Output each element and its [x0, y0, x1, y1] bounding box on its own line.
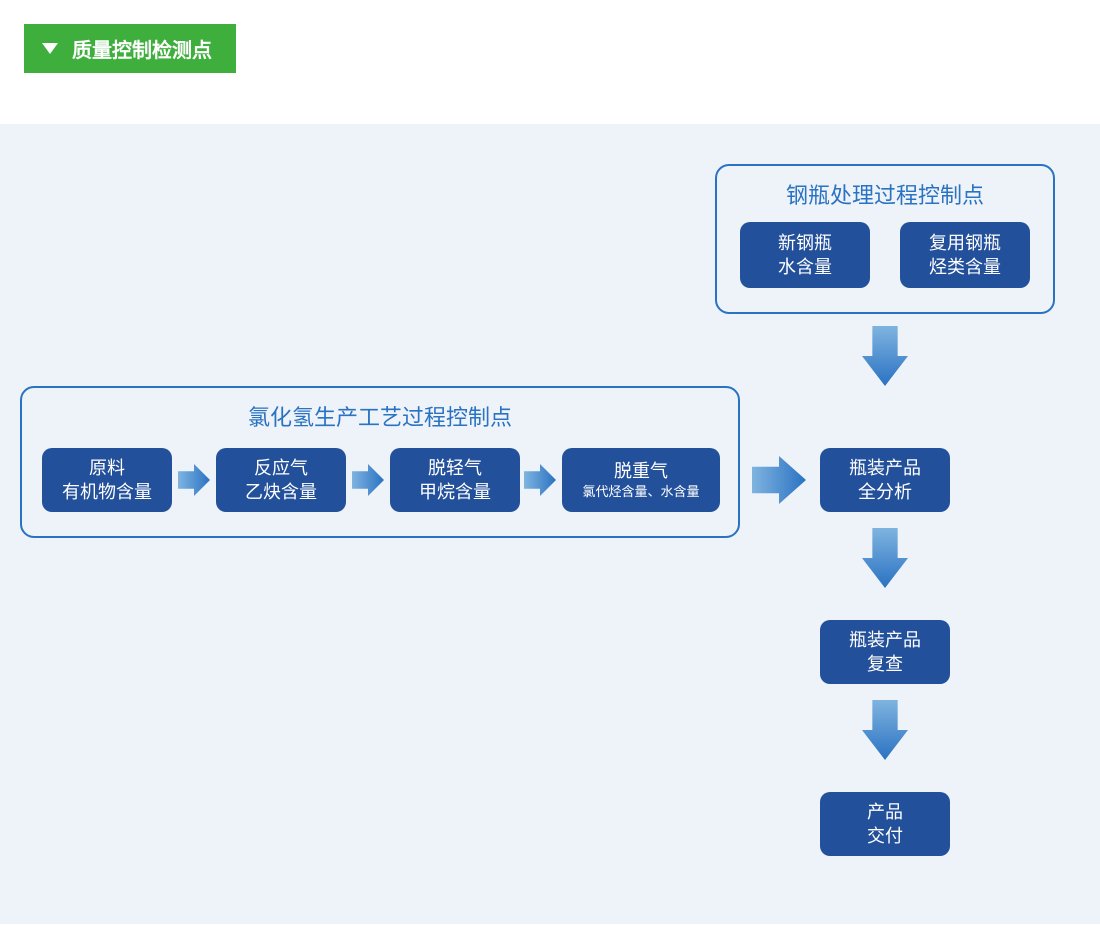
- section-title: 质量控制检测点: [72, 34, 212, 63]
- node-line2: 烃类含量: [929, 255, 1001, 279]
- arrow-av3: [862, 700, 908, 760]
- arrow-av2: [862, 528, 908, 588]
- diagram-canvas: 钢瓶处理过程控制点 氯化氢生产工艺过程控制点 新钢瓶水含量复用钢瓶烃类含量原料有…: [0, 124, 1100, 924]
- section-header-badge: 质量控制检测点: [24, 24, 236, 73]
- node-line1: 复用钢瓶: [929, 231, 1001, 255]
- node-cyl-new: 新钢瓶水含量: [740, 222, 870, 288]
- node-line2: 交付: [867, 824, 903, 848]
- node-recheck: 瓶装产品复查: [820, 620, 950, 684]
- node-line1: 原料: [89, 456, 125, 480]
- node-line1: 瓶装产品: [849, 628, 921, 652]
- arrow-a2: [352, 464, 384, 496]
- arrow-a-big: [752, 456, 806, 504]
- node-light: 脱轻气甲烷含量: [390, 448, 520, 512]
- node-full-analysis: 瓶装产品全分析: [820, 448, 950, 512]
- node-line2: 水含量: [778, 255, 832, 279]
- arrow-a3: [524, 464, 556, 496]
- arrow-av1: [862, 326, 908, 386]
- node-line2: 甲烷含量: [419, 480, 491, 504]
- node-line1: 脱轻气: [428, 456, 482, 480]
- node-raw: 原料有机物含量: [42, 448, 172, 512]
- node-heavy: 脱重气氯代烃含量、水含量: [562, 448, 720, 512]
- node-cyl-reuse: 复用钢瓶烃类含量: [900, 222, 1030, 288]
- node-line2: 有机物含量: [62, 480, 152, 504]
- node-line2: 氯代烃含量、水含量: [582, 483, 699, 501]
- arrow-a1: [178, 464, 210, 496]
- node-react: 反应气乙炔含量: [216, 448, 346, 512]
- group-process-title: 氯化氢生产工艺过程控制点: [22, 400, 738, 432]
- group-cylinder-title: 钢瓶处理过程控制点: [717, 178, 1053, 210]
- node-line1: 新钢瓶: [778, 231, 832, 255]
- node-line1: 反应气: [254, 456, 308, 480]
- node-line2: 乙炔含量: [245, 480, 317, 504]
- node-line2: 全分析: [858, 480, 912, 504]
- node-line2: 复查: [867, 652, 903, 676]
- node-deliver: 产品交付: [820, 792, 950, 856]
- node-line1: 产品: [867, 800, 903, 824]
- triangle-down-icon: [42, 43, 58, 54]
- node-line1: 脱重气: [614, 459, 668, 483]
- node-line1: 瓶装产品: [849, 456, 921, 480]
